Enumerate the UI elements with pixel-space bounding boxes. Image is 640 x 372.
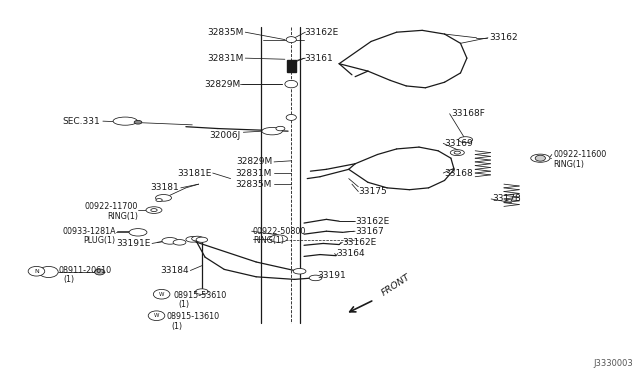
Text: 33167: 33167 [355, 227, 384, 236]
Circle shape [285, 80, 298, 88]
Ellipse shape [113, 117, 138, 125]
Text: 33162: 33162 [489, 33, 518, 42]
Ellipse shape [262, 128, 282, 135]
Text: 00933-1281A: 00933-1281A [62, 227, 116, 236]
Text: 32835M: 32835M [207, 28, 243, 37]
Ellipse shape [451, 150, 465, 155]
Ellipse shape [309, 275, 322, 281]
Text: 00922-50800: 00922-50800 [253, 227, 307, 236]
Ellipse shape [146, 207, 162, 214]
Text: 08911-20610: 08911-20610 [58, 266, 111, 275]
Ellipse shape [293, 269, 306, 274]
Text: (1): (1) [172, 321, 183, 331]
Text: 32829M: 32829M [236, 157, 272, 166]
Ellipse shape [195, 289, 208, 294]
Text: (1): (1) [63, 275, 74, 284]
Ellipse shape [191, 236, 203, 241]
Circle shape [535, 155, 545, 161]
Text: RING(1): RING(1) [553, 160, 584, 169]
Text: 08915-53610: 08915-53610 [173, 291, 227, 300]
Bar [287, 60, 296, 72]
Ellipse shape [269, 235, 287, 242]
Text: 33161: 33161 [304, 54, 333, 62]
Text: W: W [159, 292, 164, 297]
Text: (1): (1) [178, 300, 189, 309]
Circle shape [154, 289, 170, 299]
Circle shape [28, 266, 45, 276]
Text: 32006J: 32006J [209, 131, 240, 141]
Text: 08915-13610: 08915-13610 [167, 312, 220, 321]
Ellipse shape [151, 209, 157, 212]
Text: FRONT: FRONT [380, 273, 412, 298]
Text: 00922-11600: 00922-11600 [553, 150, 606, 159]
Text: PLUG(1): PLUG(1) [83, 236, 116, 246]
Text: 33162E: 33162E [355, 217, 389, 226]
Text: 33181E: 33181E [177, 169, 211, 177]
Ellipse shape [156, 199, 163, 202]
Ellipse shape [531, 154, 550, 162]
Text: W: W [154, 313, 159, 318]
Ellipse shape [459, 137, 472, 142]
Text: 32831M: 32831M [236, 169, 272, 177]
Text: 33181: 33181 [151, 183, 179, 192]
Ellipse shape [156, 195, 172, 201]
Text: RING(1): RING(1) [253, 236, 284, 246]
Text: 33162E: 33162E [342, 238, 376, 247]
Text: J3330003: J3330003 [593, 359, 633, 368]
Text: RING(1): RING(1) [107, 212, 138, 221]
Ellipse shape [173, 240, 186, 245]
Text: 33168F: 33168F [451, 109, 484, 118]
Ellipse shape [454, 151, 461, 154]
Ellipse shape [129, 229, 147, 236]
Text: 33162E: 33162E [304, 28, 339, 37]
Text: 32829M: 32829M [204, 80, 240, 89]
Text: SEC.331: SEC.331 [62, 117, 100, 126]
Text: 33175: 33175 [358, 187, 387, 196]
Circle shape [39, 266, 58, 278]
Circle shape [95, 269, 105, 275]
Text: 33168: 33168 [445, 169, 473, 177]
Circle shape [286, 37, 296, 42]
Text: 33191: 33191 [317, 271, 346, 280]
Text: 32831M: 32831M [207, 54, 243, 62]
Ellipse shape [186, 237, 198, 242]
Ellipse shape [276, 126, 285, 131]
Text: 33191E: 33191E [116, 239, 151, 248]
Text: 33184: 33184 [161, 266, 189, 275]
Circle shape [286, 115, 296, 121]
Text: 32835M: 32835M [236, 180, 272, 189]
Text: 33164: 33164 [336, 249, 365, 258]
Ellipse shape [134, 121, 142, 124]
Text: 33169: 33169 [445, 139, 473, 148]
Ellipse shape [162, 237, 178, 244]
Circle shape [148, 311, 165, 321]
Text: 00922-11700: 00922-11700 [84, 202, 138, 211]
Text: 33178: 33178 [492, 195, 521, 203]
Text: N: N [34, 269, 39, 274]
Ellipse shape [196, 237, 207, 242]
